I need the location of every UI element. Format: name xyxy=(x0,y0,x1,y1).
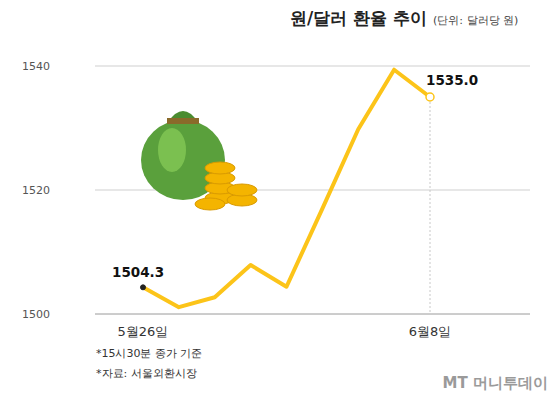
footnote: *자료: 서울외환시장 xyxy=(96,367,197,380)
subtitle: (단위: 달러당 원) xyxy=(433,14,518,27)
grid-line xyxy=(95,314,530,315)
chart-container: 원/달러 환율 추이 (단위: 달러당 원) 1500 1520 1540 5월26일 6월… xyxy=(0,0,560,400)
coin xyxy=(195,198,225,210)
coin xyxy=(205,162,235,174)
x-tick-label: 6월8일 xyxy=(409,324,452,339)
x-tick-label: 5월26일 xyxy=(118,324,169,339)
credit: MT 머니투데이 xyxy=(443,374,548,392)
footnote: *15시30분 종가 기준 xyxy=(96,347,203,360)
guide-line xyxy=(430,102,431,314)
title: 원/달러 환율 추이 xyxy=(290,8,427,28)
plot-area xyxy=(143,70,430,307)
coin xyxy=(227,184,257,196)
y-tick-label: 1520 xyxy=(22,184,50,197)
data-label: 1504.3 xyxy=(112,264,164,280)
icon xyxy=(141,111,257,210)
data-line xyxy=(143,70,430,307)
data-label: 1535.0 xyxy=(426,72,478,88)
data-point xyxy=(426,93,434,101)
background xyxy=(0,0,560,400)
chart-svg: 원/달러 환율 추이 (단위: 달러당 원) 1500 1520 1540 5월26일 6월… xyxy=(0,0,560,400)
bag-tie xyxy=(167,118,199,124)
y-tick-label: 1540 xyxy=(22,60,50,73)
grid-line xyxy=(95,66,530,67)
data-point xyxy=(141,285,146,290)
bag-shine xyxy=(158,128,186,172)
y-tick-label: 1500 xyxy=(22,308,50,321)
